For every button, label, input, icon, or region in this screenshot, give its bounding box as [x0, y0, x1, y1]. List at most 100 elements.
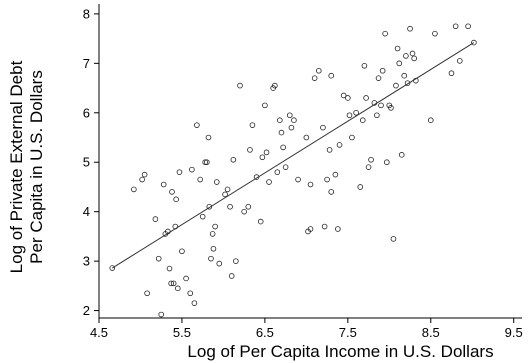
data-point: [411, 55, 417, 62]
data-points: [109, 23, 477, 318]
data-point: [205, 134, 212, 141]
x-tick-label: 7.5: [339, 325, 357, 340]
x-tick-label: 9.5: [505, 325, 523, 340]
data-point: [247, 147, 253, 153]
data-point: [321, 223, 328, 230]
y-tick-label: 2: [83, 303, 90, 318]
y-tick-label: 7: [83, 56, 90, 71]
data-point: [170, 280, 177, 287]
data-point: [471, 39, 477, 46]
tick-marks: 4.5 5.5 6.5 7.5 8.5 9.5 2 3 4 5 6 7 8: [83, 6, 523, 340]
data-point: [222, 191, 228, 198]
data-point: [315, 67, 322, 74]
data-point: [452, 23, 459, 30]
data-point: [448, 70, 455, 77]
data-point: [152, 216, 159, 222]
y-tick-label: 4: [83, 204, 90, 219]
data-point: [363, 95, 369, 101]
data-point: [307, 226, 314, 232]
data-point: [216, 260, 223, 267]
x-tick-label: 6.5: [256, 325, 274, 340]
data-point: [259, 154, 266, 161]
data-point: [262, 102, 268, 109]
data-point: [204, 159, 210, 166]
data-point: [388, 105, 394, 111]
data-point: [332, 171, 339, 178]
data-point: [365, 164, 372, 170]
data-point: [241, 208, 247, 215]
data-point: [278, 129, 285, 136]
data-point: [288, 124, 295, 131]
data-point: [361, 63, 368, 69]
data-point: [465, 23, 471, 30]
x-axis-title: Log of Per Capita Income in U.S. Dollars: [187, 342, 493, 361]
data-point: [340, 92, 347, 99]
data-point: [375, 75, 382, 81]
data-point: [427, 117, 434, 124]
x-tick-label: 5.5: [173, 325, 191, 340]
data-point: [266, 179, 272, 185]
data-point: [155, 255, 162, 262]
data-point: [328, 189, 335, 195]
data-point: [189, 166, 195, 173]
y-tick-label: 6: [83, 105, 90, 120]
data-point: [210, 245, 217, 252]
data-point: [345, 95, 351, 101]
data-point: [173, 196, 179, 203]
data-point: [368, 156, 374, 163]
data-point: [212, 223, 218, 230]
data-point: [144, 290, 150, 297]
data-point: [206, 203, 213, 210]
data-point: [168, 280, 174, 287]
data-point: [160, 181, 167, 188]
data-point: [277, 117, 283, 124]
data-point: [326, 147, 333, 153]
data-point: [213, 179, 220, 185]
data-point: [228, 273, 235, 279]
data-point: [257, 218, 264, 225]
data-point: [176, 169, 183, 175]
data-point: [336, 142, 343, 148]
data-point: [403, 53, 409, 59]
data-point: [245, 203, 252, 210]
data-point: [394, 45, 401, 52]
data-point: [230, 156, 237, 163]
data-point: [357, 184, 364, 190]
data-point: [384, 159, 390, 166]
data-point: [187, 290, 194, 297]
x-tick-label: 8.5: [422, 325, 440, 340]
data-point: [197, 176, 203, 183]
data-point: [320, 124, 326, 131]
data-point: [378, 102, 384, 109]
data-point: [324, 176, 330, 183]
data-point: [224, 186, 231, 193]
data-point: [209, 231, 216, 237]
data-point: [407, 25, 413, 32]
data-point: [169, 189, 175, 195]
data-point: [237, 82, 243, 89]
data-point: [282, 164, 289, 170]
data-point: [432, 30, 438, 37]
data-point: [398, 152, 405, 158]
data-point: [382, 30, 388, 37]
data-point: [141, 171, 148, 178]
data-point: [295, 176, 301, 183]
data-point: [311, 75, 318, 81]
data-point: [274, 169, 281, 175]
data-point: [191, 300, 198, 306]
data-point: [227, 203, 233, 210]
axes: [98, 4, 522, 319]
data-point: [158, 311, 165, 318]
data-point: [335, 226, 341, 232]
data-point: [291, 117, 297, 124]
data-point: [208, 255, 214, 262]
data-point: [328, 72, 335, 79]
data-point: [286, 112, 293, 119]
regression-line: [112, 42, 475, 269]
data-point: [379, 67, 386, 74]
data-point: [409, 50, 416, 57]
data-point: [174, 285, 181, 292]
data-point: [131, 186, 137, 193]
